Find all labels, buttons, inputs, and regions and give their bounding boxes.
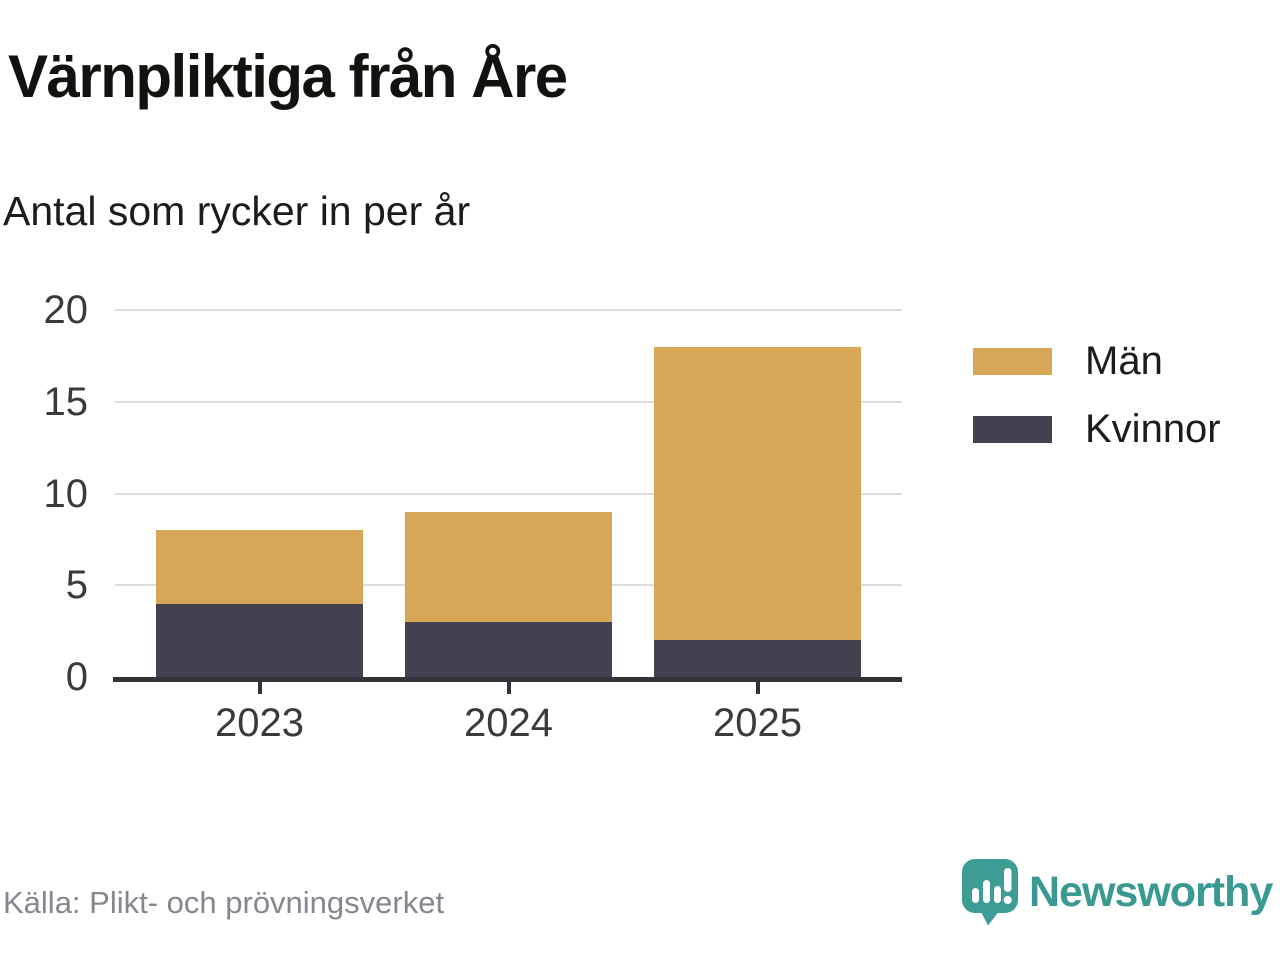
- newsworthy-logo-icon: [962, 859, 1018, 926]
- y-tick-label-15: 15: [43, 379, 89, 424]
- legend-item-män: Män: [973, 341, 1221, 381]
- legend: Män Kvinnor: [973, 341, 1221, 477]
- legend-label-män: Män: [1085, 339, 1163, 383]
- y-tick-label-0: 0: [65, 655, 88, 699]
- bar-2023-kvinnor: [156, 603, 363, 677]
- chart-title: Värnpliktiga från Åre: [8, 43, 568, 110]
- bar-2024-kvinnor: [405, 621, 612, 677]
- x-axis-labels: 2023 2024 2025: [115, 700, 902, 752]
- x-axis-tick-2025: [755, 677, 760, 694]
- brand-name: Newsworthy: [1029, 868, 1273, 916]
- plot-area: [113, 309, 902, 694]
- x-tick-label-2025: 2025: [713, 701, 802, 745]
- logo-exclamation-bar: [1004, 868, 1012, 892]
- bar-2023-män: [156, 530, 363, 604]
- gridline-20: [115, 309, 902, 311]
- logo-exclamation-dot: [1003, 896, 1012, 904]
- y-axis-labels: 0 5 10 15 20: [0, 290, 89, 697]
- bar-2025-kvinnor: [654, 640, 861, 677]
- x-axis-tick-2023: [257, 677, 262, 694]
- legend-swatch-kvinnor: [973, 415, 1052, 443]
- x-tick-label-2024: 2024: [464, 701, 553, 745]
- bar-2024-män: [405, 511, 612, 622]
- legend-label-kvinnor: Kvinnor: [1085, 407, 1221, 451]
- y-tick-label-10: 10: [43, 471, 89, 516]
- chart-subtitle: Antal som rycker in per år: [3, 188, 471, 234]
- bar-2025-män: [654, 346, 861, 641]
- legend-swatch-män: [973, 347, 1052, 375]
- legend-item-kvinnor: Kvinnor: [973, 409, 1221, 449]
- logo-bar-2: [983, 880, 990, 903]
- y-tick-label-20: 20: [43, 288, 89, 332]
- logo-bar-1: [972, 888, 979, 903]
- gridline-10: [115, 492, 902, 495]
- source-note: Källa: Plikt- och prövningsverket: [3, 885, 445, 920]
- logo-bubble-tail: [980, 910, 1000, 926]
- brand-lockup: Newsworthy: [962, 859, 1273, 926]
- y-tick-label-5: 5: [65, 563, 88, 608]
- x-tick-label-2023: 2023: [215, 701, 304, 745]
- gridline-15: [115, 400, 902, 403]
- logo-bar-3: [994, 886, 1001, 903]
- x-axis-tick-2024: [506, 677, 511, 694]
